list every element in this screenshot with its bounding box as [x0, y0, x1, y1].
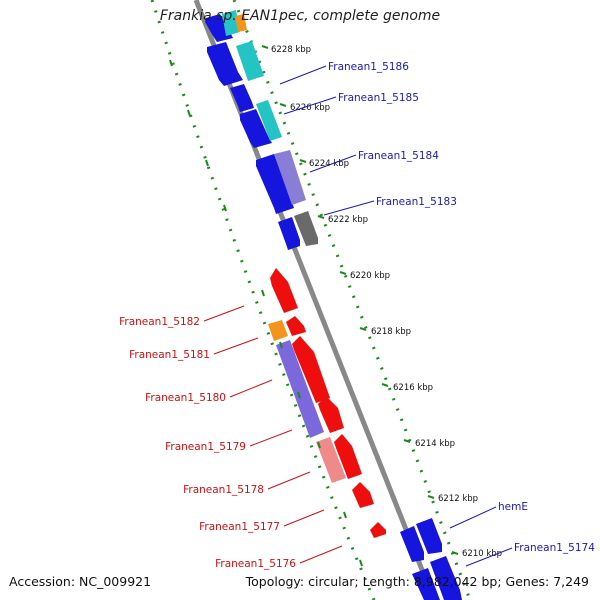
gene-reverse-orange[interactable]	[268, 320, 288, 341]
scale-label: 6218 kbp	[371, 327, 411, 337]
gene-label-reverse[interactable]: Franean1_5178	[183, 484, 264, 496]
gene-label-reverse[interactable]: Franean1_5181	[129, 349, 210, 361]
scale-label: 6210 kbp	[462, 549, 502, 559]
gene-reverse-red[interactable]	[286, 316, 306, 336]
gene-reverse-red[interactable]	[370, 522, 386, 538]
scale-label: 6216 kbp	[393, 383, 433, 393]
forward-gene-labels: Franean1_5186 Franean1_5185 Franean1_518…	[328, 61, 595, 554]
gene-label-forward[interactable]: Franean1_5174	[514, 542, 595, 554]
gene-forward-cyan[interactable]	[236, 41, 264, 81]
gene-reverse-red[interactable]	[270, 268, 298, 313]
scale-label: 6222 kbp	[328, 215, 368, 225]
scale-label: 6224 kbp	[309, 159, 349, 169]
gene-reverse-red[interactable]	[352, 482, 374, 508]
gene-forward-blue[interactable]	[412, 568, 440, 600]
ruler-ticks	[169, 45, 459, 567]
forward-leader-lines	[279, 65, 513, 567]
scale-label: 6214 kbp	[415, 439, 455, 449]
gene-forward-orange[interactable]	[235, 14, 247, 32]
reverse-gene-labels: Franean1_5182 Franean1_5181 Franean1_518…	[119, 316, 296, 570]
gene-label-forward[interactable]: Franean1_5184	[358, 150, 439, 162]
accession-text: Accession: NC_009921	[9, 574, 152, 589]
gene-forward-blue[interactable]	[416, 518, 442, 554]
gene-forward-blue[interactable]	[240, 109, 272, 148]
gene-forward-blue[interactable]	[207, 42, 243, 86]
gene-label-reverse[interactable]: Franean1_5179	[165, 441, 246, 453]
scale-label: 6212 kbp	[438, 494, 478, 504]
gene-label-reverse[interactable]: Franean1_5182	[119, 316, 200, 328]
scale-label: 6220 kbp	[350, 271, 390, 281]
gene-forward-blue[interactable]	[278, 217, 300, 250]
gene-forward-blue[interactable]	[400, 526, 424, 562]
gene-reverse-red[interactable]	[292, 336, 330, 403]
gene-label-forward[interactable]: Franean1_5186	[328, 61, 409, 73]
gene-reverse-red[interactable]	[334, 434, 362, 479]
gene-label-forward[interactable]: Franean1_5183	[376, 196, 457, 208]
genome-title: Frankia sp. EAN1pec, complete genome	[159, 8, 441, 24]
gene-forward-purple[interactable]	[274, 150, 306, 205]
gene-forward-cyan[interactable]	[256, 100, 282, 141]
gene-forward-blue[interactable]	[430, 556, 462, 600]
gene-forward-blue[interactable]	[230, 84, 254, 112]
scale-labels: 6228 kbp 6226 kbp 6224 kbp 6222 kbp 6220…	[271, 45, 502, 559]
gene-forward-gray[interactable]	[294, 211, 318, 246]
gene-forward-blue[interactable]	[256, 154, 294, 214]
gene-reverse-purple[interactable]	[276, 340, 324, 438]
scale-label: 6228 kbp	[271, 45, 311, 55]
backbone-line	[193, 0, 437, 600]
gene-reverse-pink[interactable]	[316, 437, 346, 483]
gene-reverse-red[interactable]	[318, 396, 344, 433]
genome-summary-text: Topology: circular; Length: 8,982,042 bp…	[245, 574, 589, 589]
gene-label-reverse[interactable]: Franean1_5176	[215, 558, 296, 570]
gene-label-reverse[interactable]: Franean1_5180	[145, 392, 226, 404]
gene-label-forward[interactable]: hemE	[498, 501, 528, 513]
outer-ruler-track	[150, 0, 376, 600]
reverse-leader-lines	[203, 305, 343, 564]
scale-label: 6226 kbp	[290, 103, 330, 113]
gene-label-reverse[interactable]: Franean1_5177	[199, 521, 280, 533]
inner-ruler-track	[232, 0, 472, 600]
reverse-strand-genes	[268, 268, 386, 538]
gene-label-forward[interactable]: Franean1_5185	[338, 92, 419, 104]
forward-strand-genes	[205, 10, 462, 600]
